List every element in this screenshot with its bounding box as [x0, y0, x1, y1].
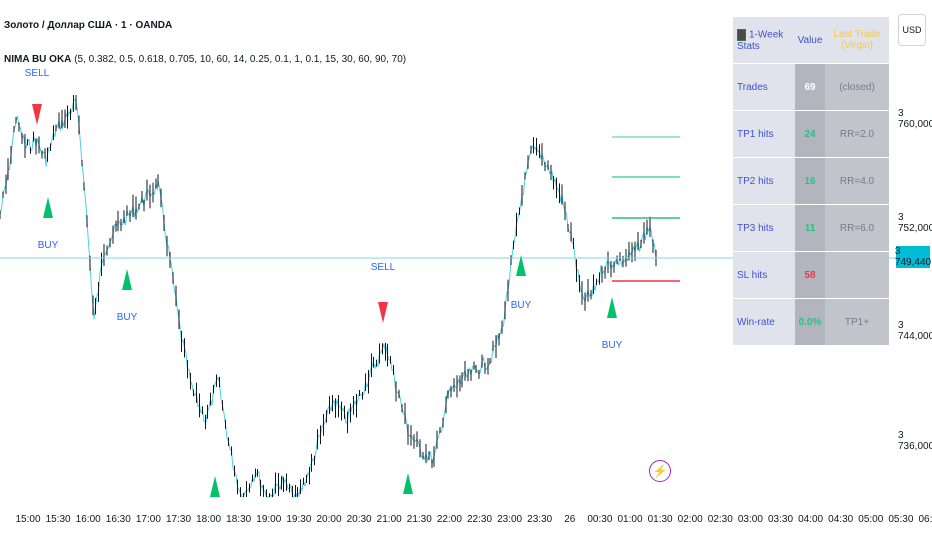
buy-marker[interactable] — [43, 197, 53, 218]
stats-value: 16 — [795, 157, 825, 205]
signal-markers — [32, 104, 617, 497]
lightning-icon[interactable]: ⚡ — [649, 460, 671, 482]
time-axis-label: 17:30 — [165, 514, 192, 525]
time-axis-label: 22:30 — [466, 514, 493, 525]
time-axis-label: 03:00 — [737, 514, 763, 525]
stats-row-sl: SL hits 58 — [733, 251, 889, 299]
time-axis-label: 06:00 — [918, 514, 932, 525]
buy-signal-label: BUY — [510, 300, 532, 311]
time-axis-label: 19:30 — [286, 514, 312, 525]
weekly-stats-table: 1-Week Stats Value Last Trade (Virgin) T… — [733, 17, 889, 346]
time-axis-label: 22:00 — [436, 514, 462, 525]
time-axis-label: 23:30 — [527, 514, 553, 525]
calculator-icon — [737, 28, 746, 41]
stats-key: TP2 hits — [733, 157, 795, 205]
time-axis-label: 16:00 — [75, 514, 101, 525]
stats-value: 0.0% — [795, 298, 825, 346]
time-axis-label: 23:00 — [497, 514, 523, 525]
time-axis-label: 02:00 — [677, 514, 703, 525]
buy-marker[interactable] — [403, 473, 413, 494]
time-axis-label: 15:30 — [45, 514, 71, 525]
indicator-name: NIMA BU OKA — [4, 54, 72, 65]
buy-marker[interactable] — [516, 255, 526, 276]
stats-key: TP1 hits — [733, 110, 795, 158]
stats-note — [825, 251, 889, 299]
current-price-badge: 3 749,440 — [894, 246, 932, 268]
stats-key: TP3 hits — [733, 204, 795, 252]
stats-key: SL hits — [733, 251, 795, 299]
price-axis-label: 3 744,000 — [898, 320, 932, 342]
stats-value: 69 — [795, 63, 825, 111]
tp-sl-levels — [612, 136, 680, 282]
sell-marker[interactable] — [378, 302, 388, 323]
buy-signal-label: BUY — [116, 312, 138, 323]
sell-signal-label: SELL — [24, 68, 50, 79]
time-axis-label: 16:30 — [105, 514, 131, 525]
stats-note: TP1+ — [825, 298, 889, 346]
time-axis-label: 20:00 — [316, 514, 342, 525]
buy-signal-label: BUY — [601, 340, 623, 351]
time-axis-label: 05:30 — [888, 514, 914, 525]
time-axis-label: 02:30 — [707, 514, 733, 525]
time-axis-label: 26 — [564, 514, 576, 525]
stats-row-winrate: Win-rate 0.0% TP1+ — [733, 298, 889, 346]
stats-row-tp2: TP2 hits 16 RR=4.0 — [733, 157, 889, 205]
buy-signal-label: BUY — [37, 240, 59, 251]
sell-signal-label: SELL — [370, 262, 396, 273]
time-axis-label: 18:30 — [226, 514, 252, 525]
buy-marker[interactable] — [210, 476, 220, 497]
time-axis-label: 03:30 — [767, 514, 794, 525]
buy-marker[interactable] — [122, 269, 132, 290]
sell-marker[interactable] — [32, 104, 42, 125]
time-axis-label: 01:30 — [647, 514, 673, 525]
stats-header-note: Last Trade (Virgin) — [825, 17, 889, 64]
stats-note: RR=4.0 — [825, 157, 889, 205]
indicator-legend[interactable]: NIMA BU OKA (5, 0.382, 0.5, 0.618, 0.705… — [4, 54, 406, 65]
stats-value: 11 — [795, 204, 825, 252]
stats-row-trades: Trades 69 (closed) — [733, 63, 889, 111]
stats-key: Win-rate — [733, 298, 795, 346]
chart-title[interactable]: Золото / Доллар США · 1 · OANDA — [4, 20, 173, 31]
time-axis-label: 04:00 — [798, 514, 824, 525]
stats-key: Trades — [733, 63, 795, 111]
currency-button[interactable]: USD — [898, 14, 926, 46]
time-axis-label: 05:00 — [858, 514, 884, 525]
time-axis-label: 04:30 — [828, 514, 854, 525]
indicator-params: (5, 0.382, 0.5, 0.618, 0.705, 10, 60, 14… — [74, 54, 407, 65]
time-axis-label: 20:30 — [346, 514, 372, 525]
time-axis-label: 21:30 — [406, 514, 432, 525]
stats-value: 24 — [795, 110, 825, 158]
time-axis-label: 21:00 — [376, 514, 402, 525]
stats-header-row: 1-Week Stats Value Last Trade (Virgin) — [733, 17, 889, 64]
stats-header-value: Value — [795, 17, 825, 64]
time-axis-label: 17:00 — [135, 514, 161, 525]
time-axis-label: 19:00 — [256, 514, 282, 525]
stats-row-tp3: TP3 hits 11 RR=6.0 — [733, 204, 889, 252]
price-axis-label: 3 752,000 — [898, 212, 932, 234]
time-axis-label: 00:30 — [587, 514, 613, 525]
price-axis-label: 3 736,000 — [898, 430, 932, 452]
price-wicks — [0, 95, 657, 497]
stats-value: 58 — [795, 251, 825, 299]
price-axis-label: 3 760,000 — [898, 108, 932, 130]
time-axis-label: 15:00 — [15, 514, 41, 525]
stats-row-tp1: TP1 hits 24 RR=2.0 — [733, 110, 889, 158]
time-axis-label: 01:00 — [617, 514, 643, 525]
time-axis-label: 18:00 — [196, 514, 222, 525]
stats-note: RR=2.0 — [825, 110, 889, 158]
stats-header-key: 1-Week Stats — [733, 17, 795, 64]
stats-note: RR=6.0 — [825, 204, 889, 252]
buy-marker[interactable] — [607, 297, 617, 318]
stats-note: (closed) — [825, 63, 889, 111]
